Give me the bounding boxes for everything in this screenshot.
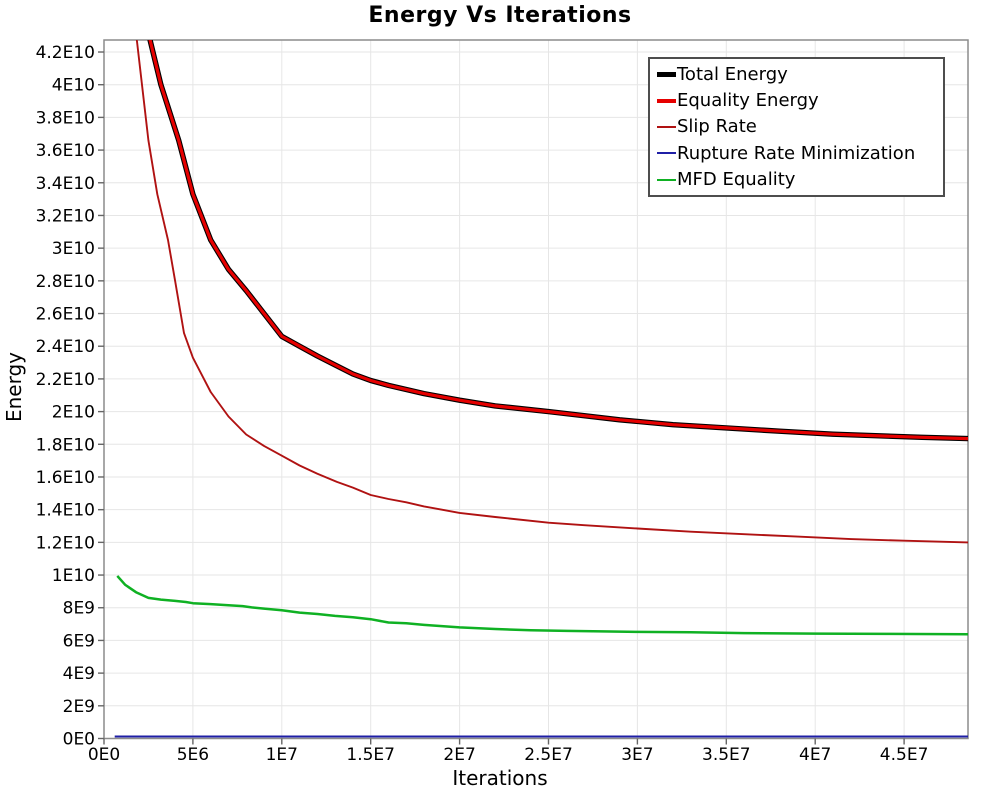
x-tick-label: 5E6 [177,745,209,765]
legend-line-swatch [657,125,676,128]
x-tick-label: 1E7 [266,745,298,765]
legend-line-swatch [657,98,676,103]
y-axis-label: Energy [2,351,26,423]
legend-line-swatch [657,178,676,181]
y-tick-label: 1.6E10 [36,468,95,488]
y-tick-label: 3.2E10 [36,206,95,226]
series-line-mfd-equality [116,575,968,636]
y-tick-label: 1.2E10 [36,533,95,553]
x-tick-label: 3.5E7 [702,745,751,765]
legend-line-swatch [657,152,676,155]
legend-item: MFD Equality [657,167,939,193]
legend-label: Slip Rate [677,116,757,138]
y-tick-label: 1E10 [52,566,95,586]
y-tick-label: 1.4E10 [36,501,95,521]
series-line-slip-rate [135,40,968,544]
y-tick-label: 1.8E10 [36,435,95,455]
x-axis-label: Iterations [452,766,548,790]
legend: Total Energy Equality Energy Slip Rate Rupt… [648,57,945,197]
x-tick-label: 4E7 [799,745,831,765]
y-tick-label: 3.6E10 [36,141,95,161]
legend-item: Rupture Rate Minimization [657,140,939,166]
y-tick-label: 2E9 [63,697,95,717]
legend-item: Total Energy [657,61,939,87]
y-tick-label: 2.4E10 [36,337,95,357]
y-tick-label: 6E9 [63,631,95,651]
series-line-equality-energy [148,40,968,441]
y-tick-label: 0E0 [63,730,95,750]
y-tick-label: 2.6E10 [36,305,95,325]
legend-line-swatch [657,71,676,77]
legend-label: Total Energy [677,63,788,85]
y-tick-label: 2E10 [52,403,95,423]
x-tick-label: 2.5E7 [524,745,573,765]
plot-border [103,39,969,740]
legend-item: Equality Energy [657,88,939,114]
x-tick-label: 4.5E7 [880,745,929,765]
legend-label: Equality Energy [677,90,819,112]
legend-item: Slip Rate [657,114,939,140]
y-tick-label: 2.8E10 [36,272,95,292]
y-tick-label: 8E9 [63,599,95,619]
x-tick-label: 1.5E7 [346,745,395,765]
legend-label: Rupture Rate Minimization [677,142,916,164]
x-tick-label: 3E7 [621,745,653,765]
legend-label: MFD Equality [677,169,796,191]
y-tick-label: 3.4E10 [36,174,95,194]
y-tick-label: 4E9 [63,664,95,684]
x-tick-label: 2E7 [443,745,475,765]
y-tick-label: 3.8E10 [36,108,95,128]
chart-title: Energy Vs Iterations [368,3,632,28]
y-tick-label: 4E10 [52,76,95,96]
y-tick-label: 4.2E10 [36,43,95,63]
x-tick-label: 0E0 [88,745,120,765]
y-tick-label: 3E10 [52,239,95,259]
y-tick-label: 2.2E10 [36,370,95,390]
